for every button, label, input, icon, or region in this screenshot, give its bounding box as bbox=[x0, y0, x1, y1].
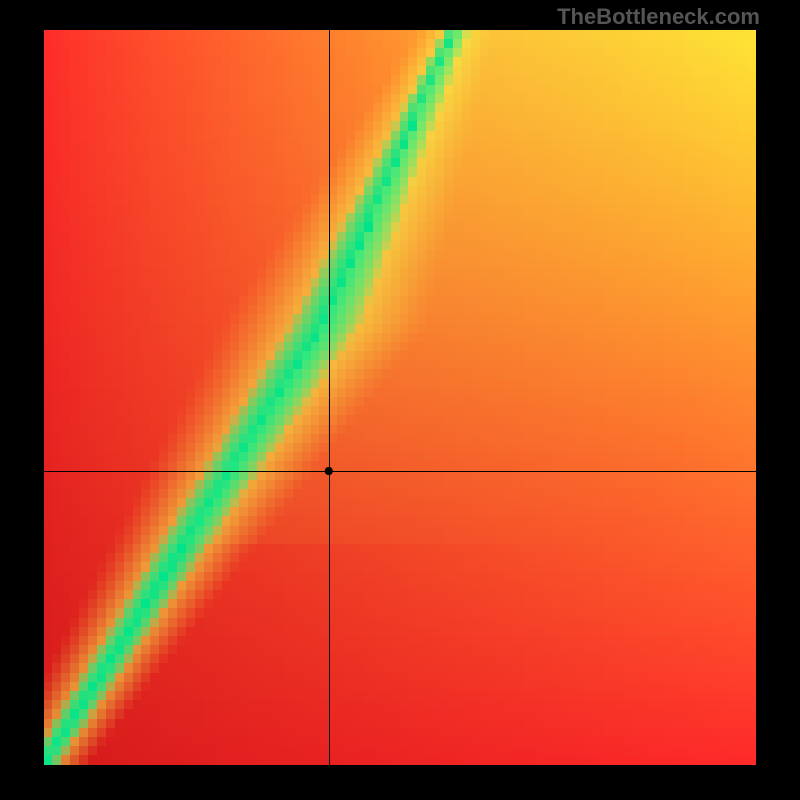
bottleneck-heatmap bbox=[44, 30, 756, 765]
watermark-text: TheBottleneck.com bbox=[557, 4, 760, 30]
chart-container: TheBottleneck.com bbox=[0, 0, 800, 800]
